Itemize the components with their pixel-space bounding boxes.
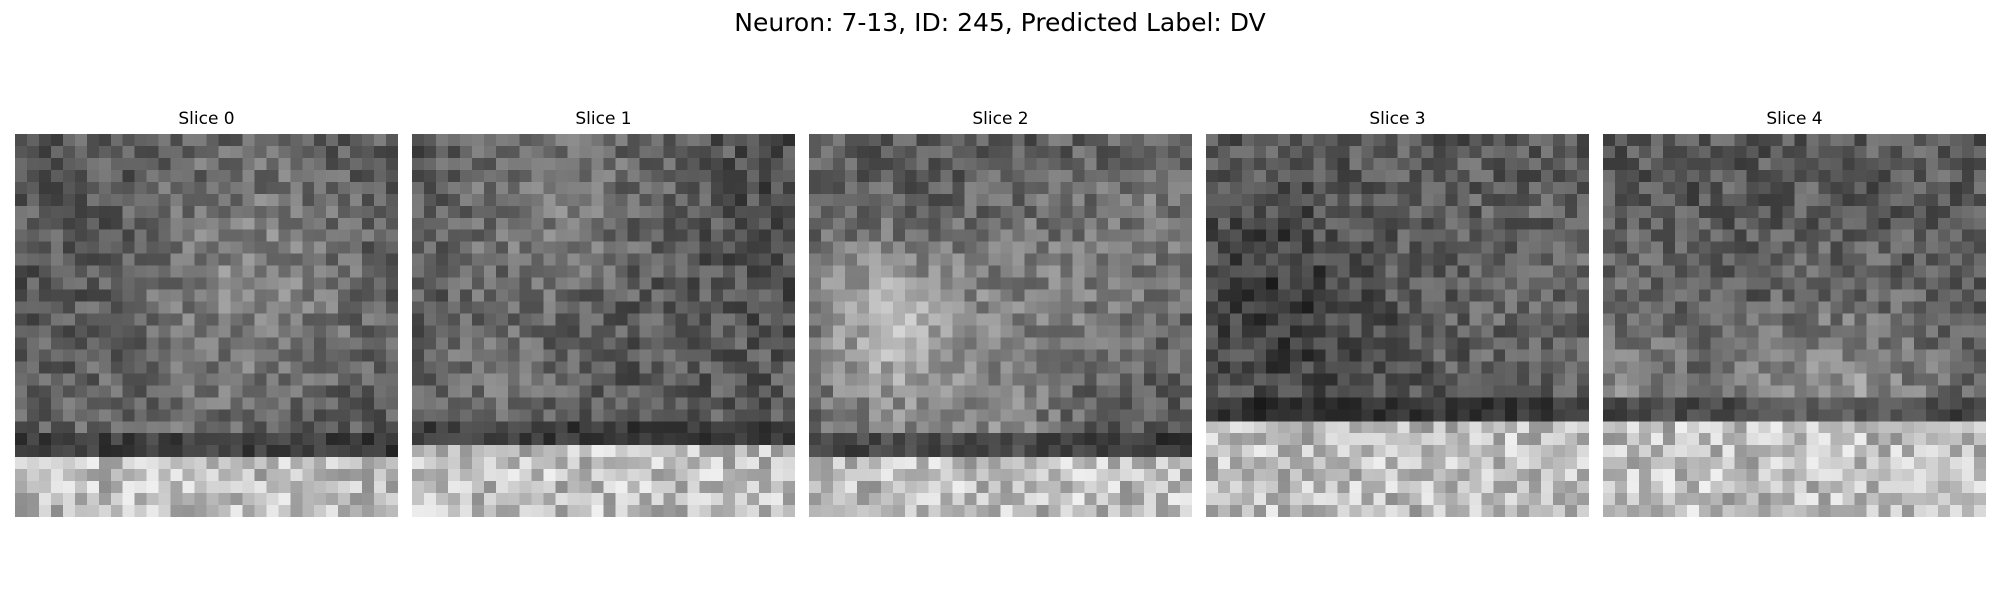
- slice-title: Slice 0: [178, 109, 235, 129]
- slice-image: [15, 134, 398, 517]
- slice-title: Slice 1: [575, 109, 632, 129]
- slice-image: [412, 134, 795, 517]
- slice-panel: Slice 4: [1603, 108, 1986, 517]
- slice-image: [809, 134, 1192, 517]
- slice-title: Slice 2: [972, 109, 1029, 129]
- slice-image: [1603, 134, 1986, 517]
- slice-image: [1206, 134, 1589, 517]
- slice-title: Slice 4: [1766, 109, 1823, 129]
- slice-panel: Slice 1: [412, 108, 795, 517]
- slice-panel: Slice 3: [1206, 108, 1589, 517]
- figure-title: Neuron: 7-13, ID: 245, Predicted Label: …: [734, 8, 1266, 37]
- slice-panel: Slice 2: [809, 108, 1192, 517]
- slice-panel: Slice 0: [15, 108, 398, 517]
- slice-title: Slice 3: [1369, 109, 1426, 129]
